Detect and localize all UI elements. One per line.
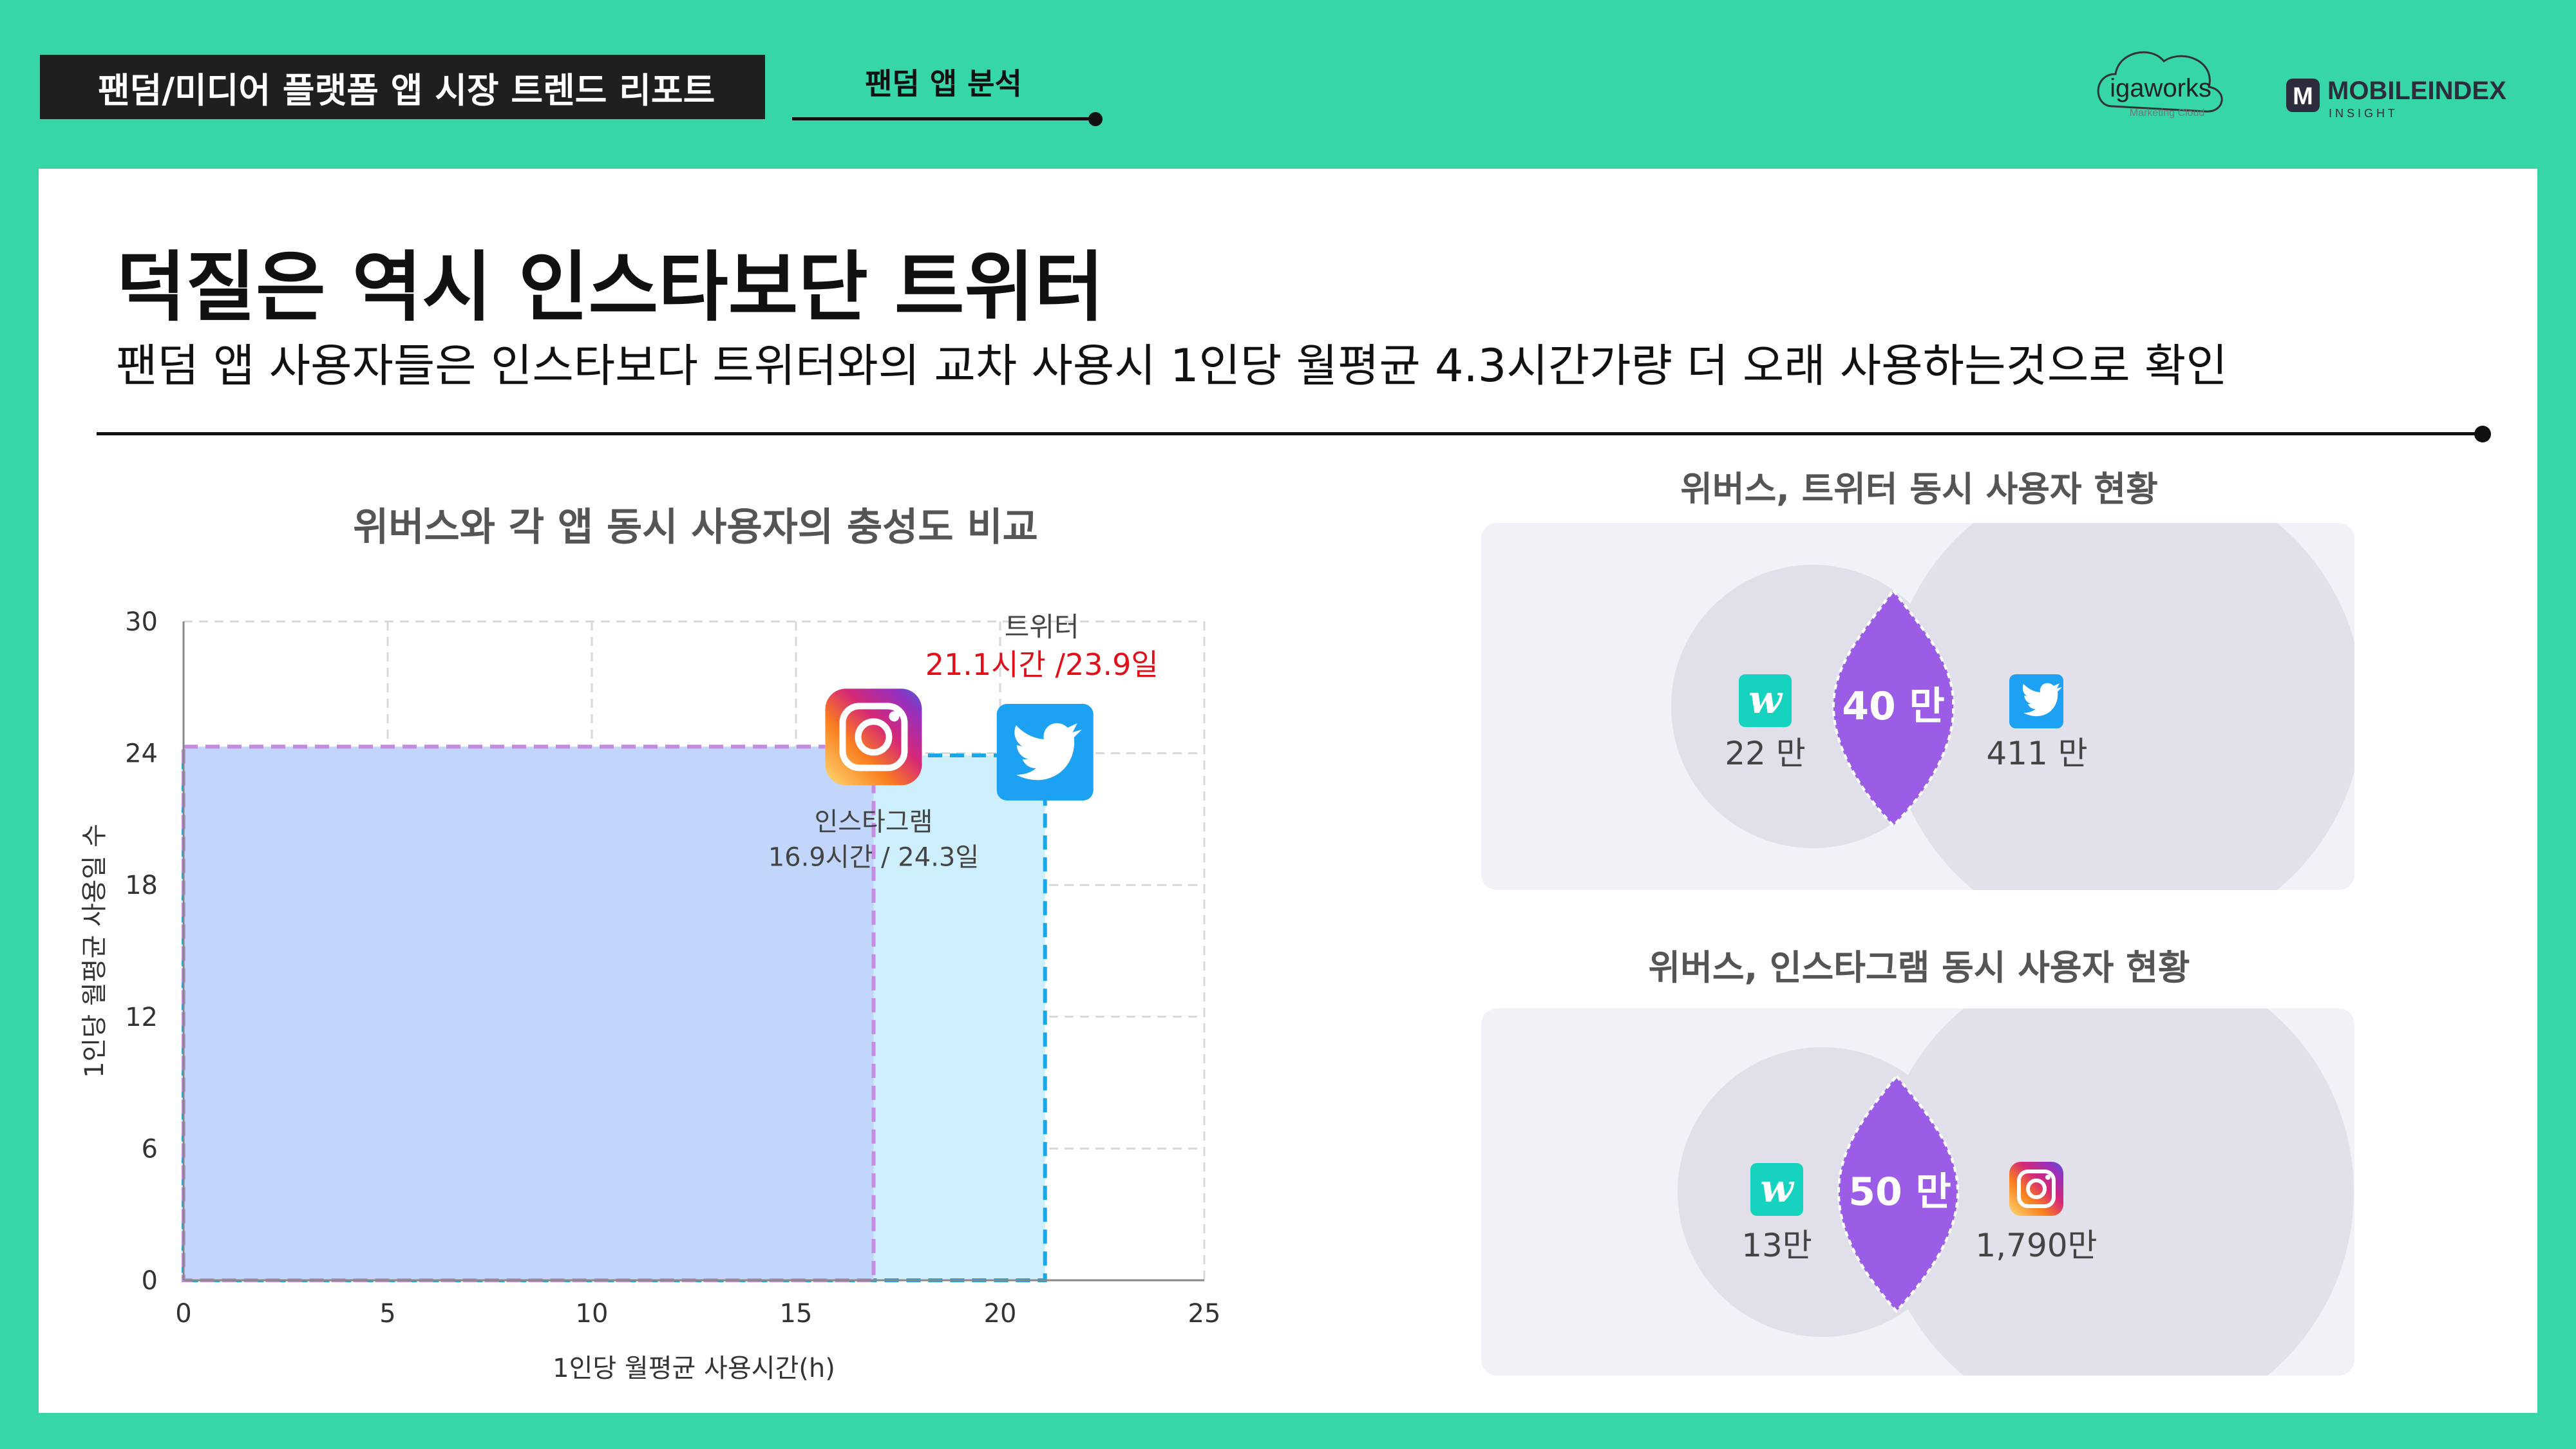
weverse-icon: w <box>1750 1163 1803 1216</box>
venn-box-instagram: w 13만 50 만 1,790만 <box>1481 1009 2354 1376</box>
instagram-icon <box>825 688 922 786</box>
twitter-data-label: 21.1시간 /23.9일 <box>925 647 1159 682</box>
chart-y-axis-label: 1인당 월평균 사용일 수 <box>80 824 109 1078</box>
venn-title-instagram: 위버스, 인스타그램 동시 사용자 현황 <box>1648 947 2190 988</box>
venn-left-value: 22 만 <box>1725 735 1806 772</box>
y-tick-label: 18 <box>125 871 158 900</box>
chart-title: 위버스와 각 앱 동시 사용자의 충성도 비교 <box>353 505 1038 550</box>
twitter-icon <box>996 704 1094 801</box>
mobileindex-logo-subtext: I N S I G H T <box>2329 107 2395 120</box>
twitter-series-name: 트위터 <box>1005 611 1079 643</box>
venn-center-value: 40 만 <box>1842 684 1945 729</box>
venn-center-value: 50 만 <box>1848 1170 1951 1215</box>
x-tick-label: 0 <box>175 1299 191 1329</box>
tab-underline <box>792 117 1095 120</box>
twitter-icon <box>2009 674 2063 728</box>
igaworks-logo-subtext: Marketing Cloud <box>2130 108 2205 118</box>
igaworks-logo-text: igaworks <box>2110 74 2211 102</box>
page-title: 덕질은 역시 인스타보단 트위터 <box>116 243 1104 332</box>
y-tick-label: 6 <box>142 1134 158 1164</box>
venn-left-value: 13만 <box>1741 1227 1812 1264</box>
chart-ticks: 0 5 10 15 20 25 0 6 12 18 24 30 <box>125 607 1220 1329</box>
y-tick-label: 0 <box>142 1266 158 1296</box>
mobileindex-logo-text: MOBILEINDEX <box>2327 77 2506 105</box>
section-divider <box>97 432 2479 435</box>
chart-labels: 인스타그램 16.9시간 / 24.3일 트위터 21.1시간 /23.9일 <box>768 611 1159 872</box>
x-tick-label: 25 <box>1188 1299 1221 1329</box>
igaworks-logo: igaworks Marketing Cloud <box>2097 51 2223 118</box>
instagram-data-label: 16.9시간 / 24.3일 <box>768 842 979 872</box>
x-tick-label: 20 <box>984 1299 1017 1329</box>
svg-text:w: w <box>1748 677 1783 723</box>
instagram-series-name: 인스타그램 <box>814 807 933 837</box>
y-tick-label: 30 <box>125 607 158 637</box>
x-tick-label: 5 <box>379 1299 395 1329</box>
area-instagram <box>182 744 876 1282</box>
weverse-icon: w <box>1739 674 1792 727</box>
x-tick-label: 15 <box>780 1299 813 1329</box>
venn-right-value: 411 만 <box>1986 735 2087 772</box>
svg-text:w: w <box>1760 1166 1795 1211</box>
venn-right-value: 1,790만 <box>1975 1227 2097 1264</box>
section-divider-dot <box>2474 426 2491 442</box>
chart-axes <box>182 621 1204 1282</box>
report-title: 팬덤/미디어 플랫폼 앱 시장 트렌드 리포트 <box>40 55 765 119</box>
chart-areas <box>182 744 1047 1282</box>
loyalty-chart: 0 5 10 15 20 25 0 6 12 18 24 30 인스타그램 16.9시간 / 24.3일… <box>80 607 1220 1383</box>
tab-fandom-analysis[interactable]: 팬덤 앱 분석 <box>865 66 1022 101</box>
y-tick-label: 12 <box>125 1003 158 1032</box>
mobileindex-logo: M MOBILEINDEX I N S I G H T <box>2286 77 2506 120</box>
instagram-icon <box>2009 1162 2063 1216</box>
tab-underline-dot <box>1088 112 1103 126</box>
chart-x-axis-label: 1인당 월평균 사용시간(h) <box>553 1354 835 1383</box>
y-tick-label: 24 <box>125 739 158 769</box>
venn-title-twitter: 위버스, 트위터 동시 사용자 현황 <box>1680 469 2158 509</box>
venn-box-twitter: w 22 만 40 만 411 만 <box>1481 523 2354 890</box>
x-tick-label: 10 <box>576 1299 609 1329</box>
page-subtitle: 팬덤 앱 사용자들은 인스타보다 트위터와의 교차 사용시 1인당 월평균 4.… <box>116 339 2228 392</box>
svg-text:M: M <box>2293 83 2313 110</box>
